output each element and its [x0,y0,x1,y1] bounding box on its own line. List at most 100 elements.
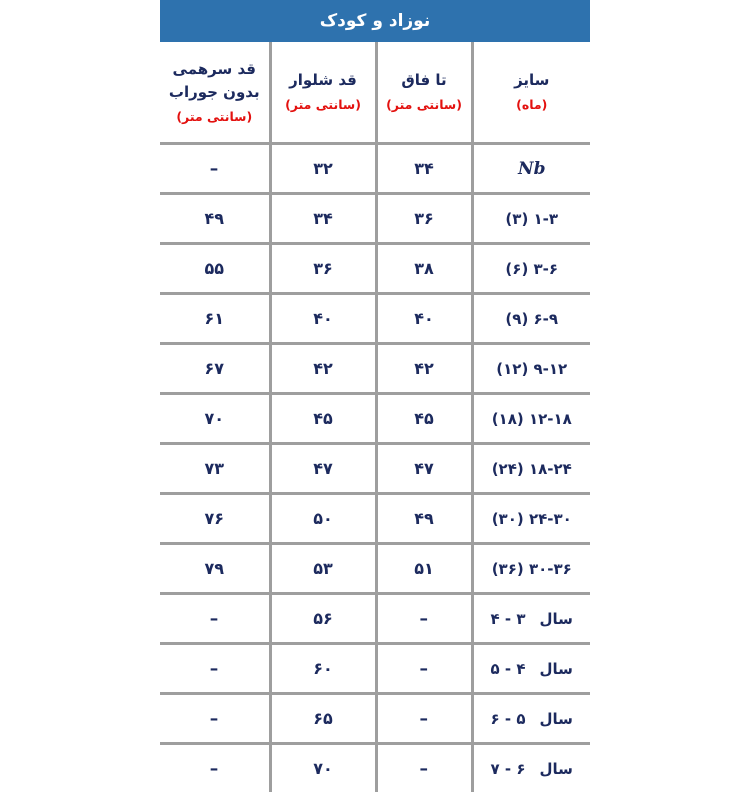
column-header-rise: تا فاق (سانتی متر) [376,42,472,144]
column-header-romper-length: قد سرهمی بدون جوراب (سانتی متر) [160,42,270,144]
cell-size: سال ۵ - ۶ [472,694,590,744]
cell-pants-length: ۷۰ [270,744,376,792]
cell-romper-length: ۷۰ [160,394,270,444]
column-header-size: سایز (ماه) [472,42,590,144]
cell-rise: – [376,644,472,694]
cell-romper-length: ۵۵ [160,244,270,294]
cell-romper-length: – [160,744,270,792]
cell-romper-length: ۷۶ [160,494,270,544]
size-value: ۱-۳ (۳) [505,210,558,228]
column-header-romper-length-unit: (سانتی متر) [160,107,269,126]
cell-size: ۳۰-۳۶ (۳۶) [472,544,590,594]
column-header-pants-length-unit: (سانتی متر) [272,95,375,114]
cell-size: ۹-۱۲ (۱۲) [472,344,590,394]
cell-size: سال ۳ - ۴ [472,594,590,644]
cell-size: ۶-۹ (۹) [472,294,590,344]
cell-size: Nb [472,144,590,194]
cell-pants-length: ۶۵ [270,694,376,744]
cell-romper-length: ۶۱ [160,294,270,344]
cell-romper-length: ۶۷ [160,344,270,394]
cell-rise: ۵۱ [376,544,472,594]
size-value: ۹-۱۲ (۱۲) [496,360,567,378]
size-value: ۱۸-۲۴ (۲۴) [492,460,572,478]
cell-romper-length: – [160,694,270,744]
cell-rise: ۴۵ [376,394,472,444]
cell-pants-length: ۶۰ [270,644,376,694]
table-row: سال ۳ - ۴ –۵۶– [160,594,590,644]
cell-rise: – [376,744,472,792]
cell-romper-length: ۷۳ [160,444,270,494]
cell-romper-length: ۷۹ [160,544,270,594]
column-header-size-label: سایز [474,69,591,92]
cell-rise: ۳۴ [376,144,472,194]
cell-pants-length: ۳۲ [270,144,376,194]
cell-rise: – [376,694,472,744]
size-value: ۱۲-۱۸ (۱۸) [492,410,572,428]
size-chart: نوزاد و کودک سایز (ماه) تا فاق (سانتی مت… [160,0,590,750]
size-value: ۳۰-۳۶ (۳۶) [492,560,572,578]
column-header-pants-length-label: قد شلوار [272,69,375,92]
cell-rise: – [376,594,472,644]
cell-rise: ۳۸ [376,244,472,294]
table-row: سال ۶ - ۷ –۷۰– [160,744,590,792]
size-table: سایز (ماه) تا فاق (سانتی متر) قد شلوار (… [160,42,590,792]
size-value: ۳ - ۴ [491,610,526,628]
cell-rise: ۳۶ [376,194,472,244]
cell-romper-length: – [160,144,270,194]
cell-size: ۳-۶ (۶) [472,244,590,294]
cell-size: سال ۶ - ۷ [472,744,590,792]
size-unit-word: سال [540,760,573,778]
cell-pants-length: ۴۲ [270,344,376,394]
size-unit-word: سال [540,710,573,728]
cell-size: ۱۸-۲۴ (۲۴) [472,444,590,494]
table-row: سال ۵ - ۶ –۶۵– [160,694,590,744]
cell-size: ۱-۳ (۳) [472,194,590,244]
cell-size: ۲۴-۳۰ (۳۰) [472,494,590,544]
cell-pants-length: ۴۵ [270,394,376,444]
cell-size: سال ۴ - ۵ [472,644,590,694]
column-header-romper-length-label2: بدون جوراب [160,81,269,104]
size-value: ۴ - ۵ [491,660,526,678]
cell-rise: ۴۹ [376,494,472,544]
size-value: ۵ - ۶ [491,710,526,728]
cell-pants-length: ۴۰ [270,294,376,344]
cell-pants-length: ۴۷ [270,444,376,494]
cell-rise: ۴۷ [376,444,472,494]
column-header-size-unit: (ماه) [474,95,591,114]
cell-romper-length: – [160,644,270,694]
header-row: سایز (ماه) تا فاق (سانتی متر) قد شلوار (… [160,42,590,144]
cell-romper-length: – [160,594,270,644]
cell-pants-length: ۳۶ [270,244,376,294]
cell-pants-length: ۵۳ [270,544,376,594]
column-header-rise-unit: (سانتی متر) [378,95,471,114]
size-unit-word: سال [540,610,573,628]
size-value: Nb [518,159,545,179]
cell-romper-length: ۴۹ [160,194,270,244]
table-row: سال ۴ - ۵ –۶۰– [160,644,590,694]
size-unit-word: سال [540,660,573,678]
chart-title: نوزاد و کودک [320,11,430,31]
column-header-pants-length: قد شلوار (سانتی متر) [270,42,376,144]
table-head: سایز (ماه) تا فاق (سانتی متر) قد شلوار (… [160,42,590,144]
cell-pants-length: ۵۰ [270,494,376,544]
cell-rise: ۴۲ [376,344,472,394]
cell-pants-length: ۳۴ [270,194,376,244]
cell-pants-length: ۵۶ [270,594,376,644]
size-value: ۲۴-۳۰ (۳۰) [492,510,572,528]
size-value: ۶ - ۷ [491,760,526,778]
chart-title-banner: نوزاد و کودک [160,0,590,42]
column-header-rise-label: تا فاق [378,69,471,92]
size-value: ۶-۹ (۹) [505,310,558,328]
column-header-romper-length-label: قد سرهمی [160,58,269,81]
size-value: ۳-۶ (۶) [505,260,558,278]
